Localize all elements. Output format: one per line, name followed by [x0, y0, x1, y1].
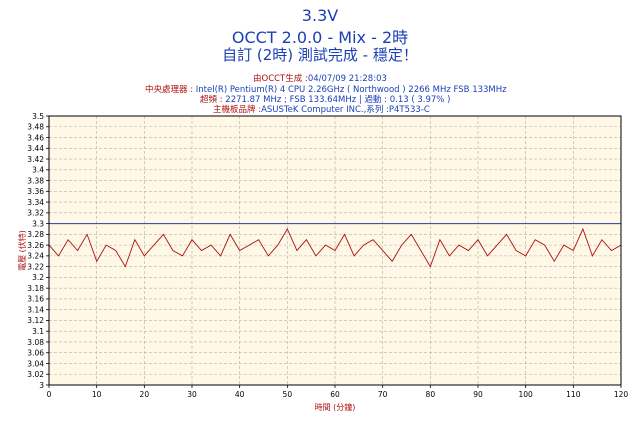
- generated-label: 由OCCT生成 :: [253, 74, 308, 84]
- y-tick-label: 3.28: [27, 230, 44, 239]
- y-tick-label: 3.46: [27, 133, 44, 142]
- x-tick-label: 40: [235, 390, 245, 399]
- y-tick-label: 3.44: [27, 144, 44, 153]
- y-tick-label: 3.32: [27, 209, 44, 218]
- y-tick-label: 3.24: [27, 252, 44, 261]
- y-tick-label: 3.5: [32, 112, 44, 121]
- y-axis-label: 電壓 (伏特): [17, 230, 27, 271]
- x-tick-label: 120: [614, 390, 629, 399]
- motherboard-value: ASUSTeK Computer INC.,系列 :P4T533-C: [261, 105, 430, 115]
- y-tick-label: 3.22: [27, 262, 44, 271]
- chart-title: 3.3V: [301, 6, 339, 25]
- motherboard-info: 主機板品牌 :ASUSTeK Computer INC.,系列 :P4T533-…: [213, 103, 430, 115]
- cpu-label: 中央處理器 :: [145, 85, 194, 95]
- generated-value: 04/07/09 21:28:03: [307, 74, 387, 84]
- y-tick-label: 3.16: [27, 295, 44, 304]
- x-tick-label: 0: [47, 390, 52, 399]
- x-tick-label: 100: [519, 390, 534, 399]
- y-tick-label: 3.08: [27, 338, 44, 347]
- plot-border: [48, 115, 622, 386]
- grid: [49, 116, 621, 385]
- x-tick-label: 60: [330, 390, 340, 399]
- y-tick-label: 3.26: [27, 241, 44, 250]
- x-tick-label: 10: [92, 390, 102, 399]
- y-tick-label: 3.3: [32, 219, 44, 228]
- x-tick-label: 70: [378, 390, 388, 399]
- y-tick-label: 3.4: [32, 166, 44, 175]
- x-axis-label: 時間 (分鐘): [315, 402, 356, 412]
- y-tick-label: 3.34: [27, 198, 44, 207]
- test-status: 自訂 (2時) 測試完成 - 穩定！: [222, 46, 418, 64]
- y-tick-label: 3.48: [27, 123, 44, 132]
- x-tick-label: 80: [426, 390, 436, 399]
- axis-ticks: 3 3.02 3.043.06 3.08 3.1 3.12 3.143.16 3.18 3.2 3…: [27, 112, 628, 399]
- y-tick-label: 3.42: [27, 155, 44, 164]
- y-tick-label: 3: [39, 381, 44, 390]
- overclock-label: 超頻 :: [200, 95, 223, 105]
- overclock-value: 2271.87 MHz ; FSB 133.64MHz | 過動 : 0.13 …: [225, 95, 451, 105]
- y-tick-label: 3.02: [27, 370, 44, 379]
- cpu-value: Intel(R) Pentium(R) 4 CPU 2.26GHz ( Nort…: [195, 85, 507, 95]
- y-tick-label: 3.04: [27, 359, 44, 368]
- x-tick-label: 50: [283, 390, 293, 399]
- motherboard-label: 主機板品牌 :: [213, 105, 262, 115]
- x-tick-label: 30: [187, 390, 197, 399]
- y-tick-label: 3.1: [32, 327, 44, 336]
- x-tick-label: 90: [473, 390, 483, 399]
- series-line: [48, 227, 622, 268]
- generated-info: 由OCCT生成 :04/07/09 21:28:03: [253, 72, 387, 84]
- x-tick-label: 110: [566, 390, 581, 399]
- y-tick-label: 3.36: [27, 187, 44, 196]
- cpu-info: 中央處理器 : Intel(R) Pentium(R) 4 CPU 2.26GH…: [145, 83, 507, 95]
- y-tick-label: 3.2: [32, 273, 44, 282]
- y-tick-label: 3.14: [27, 305, 44, 314]
- overclock-info: 超頻 : 2271.87 MHz ; FSB 133.64MHz | 過動 : …: [200, 93, 450, 105]
- y-tick-label: 3.38: [27, 176, 44, 185]
- chart-subtitle: OCCT 2.0.0 - Mix - 2時: [231, 28, 409, 47]
- y-tick-label: 3.12: [27, 316, 44, 325]
- y-tick-label: 3.18: [27, 284, 44, 293]
- x-tick-label: 20: [140, 390, 150, 399]
- y-tick-label: 3.06: [27, 349, 44, 358]
